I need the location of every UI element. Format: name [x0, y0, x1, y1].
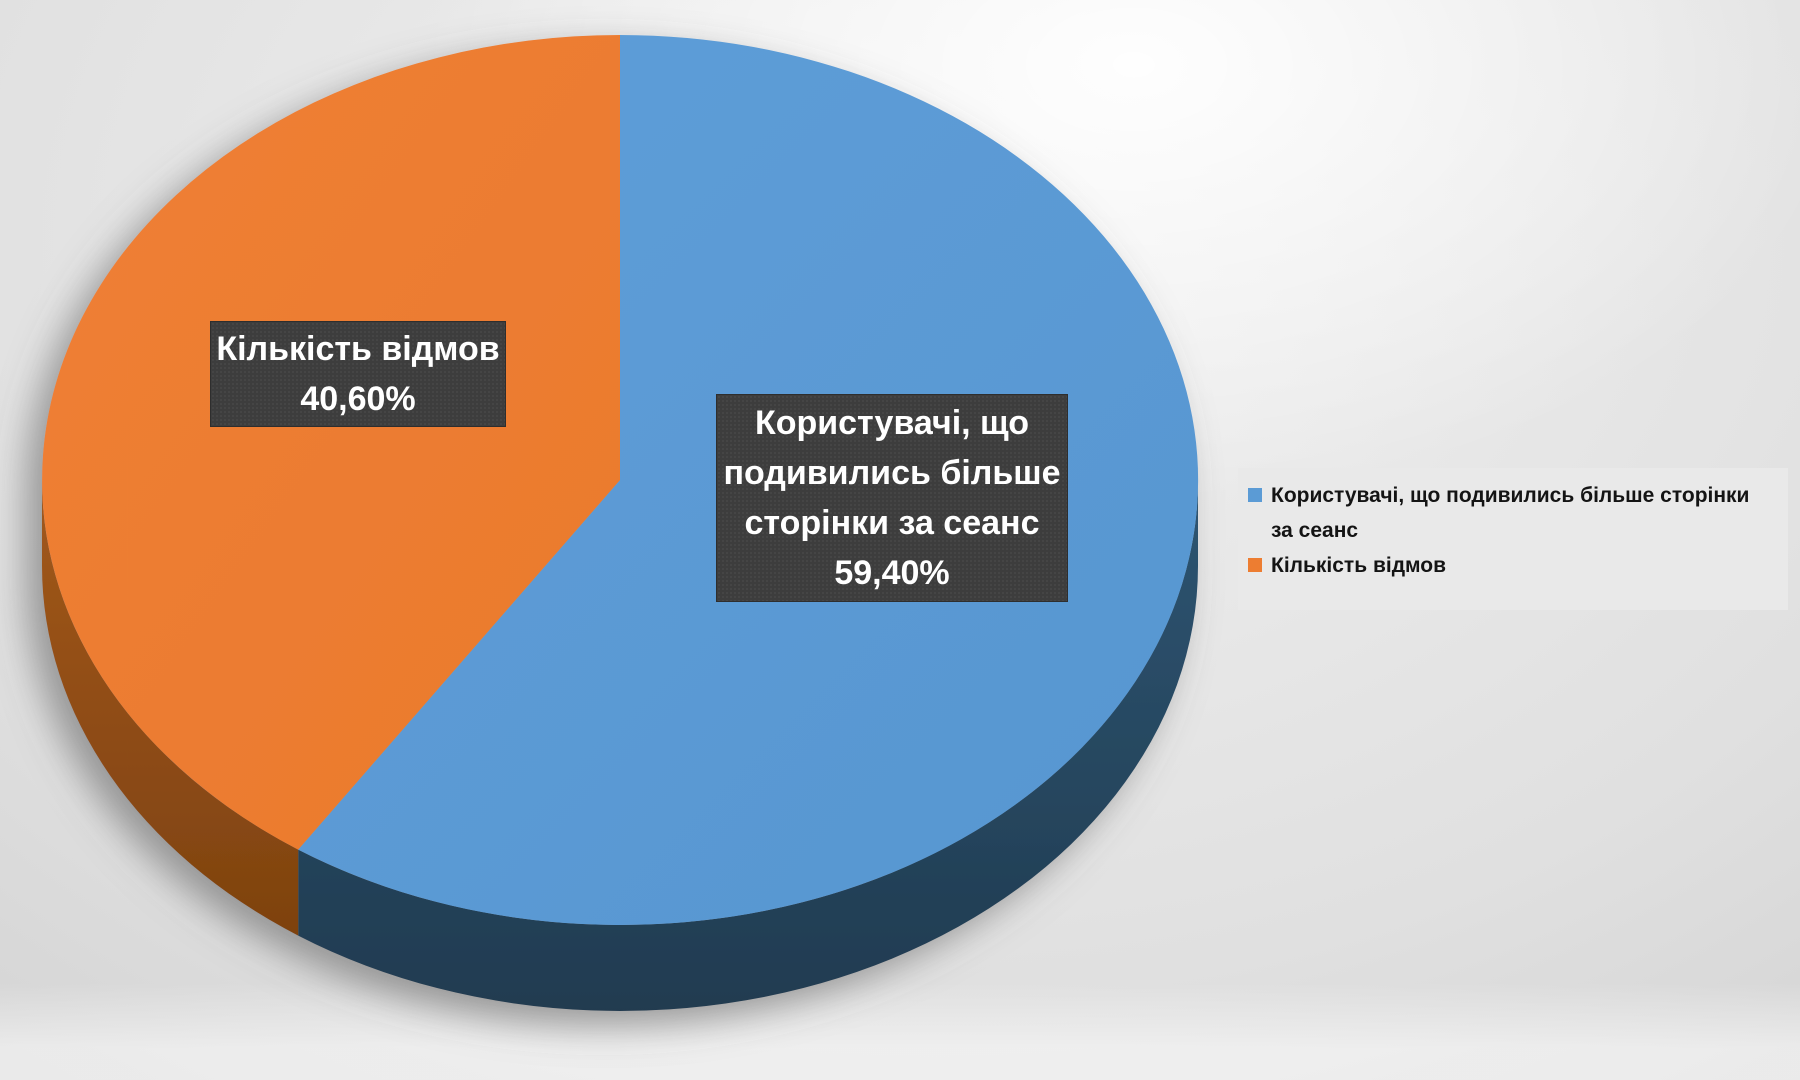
legend-marker-orange-icon	[1248, 558, 1262, 572]
data-label-multipage-users[interactable]: Користувачі, що подивились більше сторін…	[716, 394, 1068, 602]
pie-slice-orange-top[interactable]	[42, 35, 620, 850]
legend: Користувачі, що подивились більше сторін…	[1238, 468, 1788, 610]
legend-item-label: Кількість відмов	[1271, 554, 1447, 577]
pie-slice-orange-side	[42, 480, 299, 936]
legend-marker-blue-icon	[1248, 488, 1262, 502]
data-label-value: 40,60%	[300, 380, 416, 418]
data-label-text: Кількість відмов	[216, 330, 500, 368]
legend-item-label: Користувачі, що подивились більше сторін…	[1271, 484, 1750, 542]
pie-slice-blue-side	[298, 480, 1198, 1011]
data-label-text: Користувачі, що подивились більше сторін…	[723, 404, 1070, 542]
data-label-value: 59,40%	[834, 554, 950, 592]
legend-item-bounce-rate[interactable]: Кількість відмов	[1248, 548, 1780, 583]
data-label-bounce-rate[interactable]: Кількість відмов 40,60%	[210, 321, 506, 427]
legend-item-multipage-users[interactable]: Користувачі, що подивились більше сторін…	[1248, 478, 1780, 548]
